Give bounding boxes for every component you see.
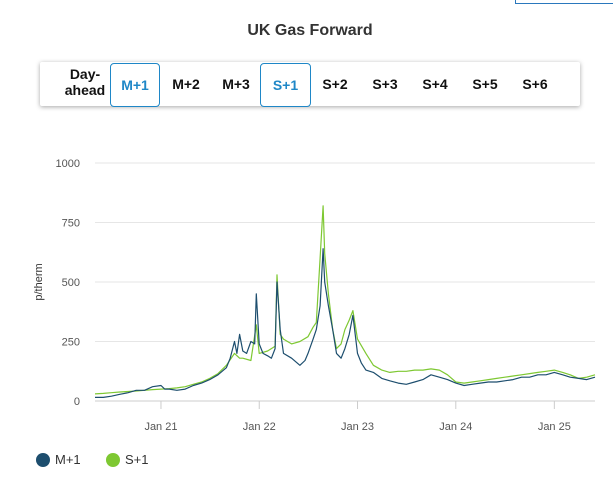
x-tick-label: Jan 24: [439, 421, 472, 433]
chart-title: UK Gas Forward: [247, 22, 373, 39]
tab-label: S+5: [472, 76, 498, 92]
tab-s4[interactable]: S+4: [414, 76, 456, 92]
tab-s6[interactable]: S+6: [514, 76, 556, 92]
x-tick-label: Jan 22: [243, 421, 276, 433]
tab-s2[interactable]: S+2: [314, 76, 356, 92]
y-axis-label: p/therm: [33, 263, 45, 300]
legend-swatch: [36, 453, 50, 467]
tab-label: M+1: [121, 77, 149, 93]
series-line-s1: [94, 205, 596, 395]
tab-m1[interactable]: M+1: [110, 63, 160, 107]
tab-label: S+4: [422, 76, 448, 92]
legend-swatch: [106, 453, 120, 467]
y-tick-label: 750: [62, 218, 80, 230]
tab-s3[interactable]: S+3: [364, 76, 406, 92]
tab-label: Day- ahead: [64, 66, 106, 98]
y-tick-label: 500: [62, 277, 80, 289]
tab-label: S+6: [522, 76, 548, 92]
tab-m2[interactable]: M+2: [163, 76, 209, 92]
y-tick-label: 0: [74, 396, 80, 408]
legend-label: M+1: [55, 452, 81, 467]
contract-selector: Day- ahead M+1 M+2 M+3 S+1 S+2 S+3 S+4 S…: [40, 62, 580, 107]
x-tick-label: Jan 25: [538, 421, 571, 433]
top-right-control-edge[interactable]: [515, 0, 613, 4]
y-tick-label: 250: [62, 337, 80, 349]
legend-item-m1[interactable]: M+1: [36, 452, 81, 467]
x-tick-label: Jan 23: [341, 421, 374, 433]
tab-label: M+3: [222, 76, 250, 92]
tab-day-ahead[interactable]: Day- ahead: [60, 66, 110, 98]
tab-s5[interactable]: S+5: [464, 76, 506, 92]
y-tick-label: 1000: [56, 158, 80, 170]
tab-m3[interactable]: M+3: [213, 76, 259, 92]
tab-label: S+2: [322, 76, 348, 92]
legend-item-s1[interactable]: S+1: [106, 452, 149, 467]
tab-s1[interactable]: S+1: [260, 63, 311, 107]
tab-label: S+3: [372, 76, 398, 92]
line-chart: 0 250 500 750 1000 Jan 21 Jan 22 Jan 23 Jan 24 Ja…: [33, 158, 596, 433]
series-line-m1: [95, 248, 596, 398]
tab-label: M+2: [172, 76, 200, 92]
tab-label: S+1: [272, 77, 299, 93]
x-tick-label: Jan 21: [144, 421, 177, 433]
legend-label: S+1: [125, 452, 149, 467]
